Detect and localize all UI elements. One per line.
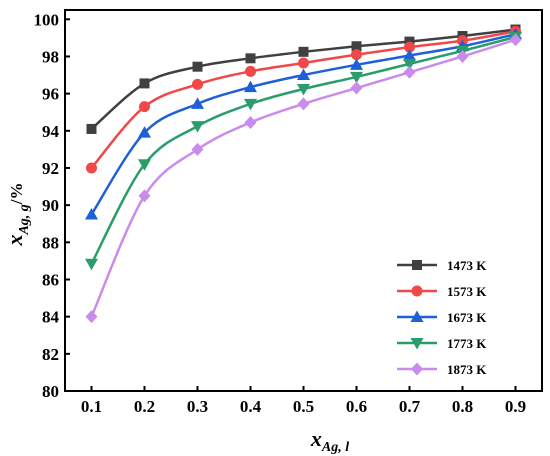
data-point (192, 61, 203, 72)
y-tick-label: 96 (42, 85, 59, 104)
x-axis-title-main: x (310, 426, 322, 451)
y-tick-label: 82 (42, 345, 59, 364)
legend-label: 1773 K (447, 336, 487, 351)
series-1873-k (85, 33, 522, 324)
data-point (404, 41, 415, 53)
data-point (244, 98, 257, 111)
data-point (403, 58, 416, 71)
data-point (192, 78, 203, 90)
x-tick-label: 0.3 (187, 397, 208, 416)
data-point (139, 78, 150, 89)
legend-label: 1873 K (447, 362, 487, 377)
y-tick-label: 92 (42, 159, 59, 178)
data-point (85, 258, 98, 271)
y-tick-label: 88 (42, 233, 59, 252)
x-tick-label: 0.2 (134, 397, 155, 416)
y-tick-label: 94 (42, 122, 60, 141)
data-point (297, 83, 310, 96)
legend-marker (410, 310, 424, 322)
data-point (138, 189, 151, 203)
data-point (403, 65, 416, 79)
data-point (245, 53, 256, 64)
x-tick-label: 0.7 (399, 397, 421, 416)
series-1573-k (86, 25, 521, 174)
legend-label: 1673 K (447, 310, 487, 325)
data-point (86, 123, 97, 134)
data-point (350, 71, 363, 84)
data-point (403, 49, 416, 61)
legend-marker (411, 285, 423, 297)
data-point (85, 207, 98, 220)
data-point (86, 162, 97, 174)
legend-marker (410, 338, 424, 350)
data-point (297, 97, 310, 111)
data-point (456, 49, 469, 63)
y-axis-title-sub: Ag, g (17, 204, 32, 235)
data-point (244, 115, 257, 129)
data-point (191, 121, 204, 133)
y-axis-title-unit: /% (7, 182, 26, 205)
data-point (351, 41, 362, 52)
data-point (509, 33, 522, 47)
data-point (298, 46, 309, 57)
y-tick-label: 90 (42, 196, 59, 215)
data-point (297, 68, 310, 81)
data-point (138, 126, 151, 138)
legend: 1473 K 1573 K 1673 K 1773 K 1873 K (397, 258, 487, 377)
x-axis-title-sub: Ag, l (321, 440, 349, 455)
data-point (191, 142, 204, 156)
x-tick-label: 0.8 (452, 397, 473, 416)
y-axis-title-main: x (2, 235, 27, 247)
y-tick-label: 98 (42, 47, 59, 66)
x-tick-label: 0.9 (505, 397, 526, 416)
data-point (351, 49, 362, 61)
data-point (404, 36, 415, 47)
data-point (298, 57, 309, 69)
y-axis-title: xAg, g/% (2, 182, 32, 246)
x-tick-label: 0.1 (81, 397, 102, 416)
y-tick-label: 84 (42, 308, 60, 327)
y-tick-label: 80 (42, 382, 59, 401)
y-tick-label: 100 (34, 10, 60, 29)
legend-marker (411, 362, 423, 376)
data-point (139, 101, 150, 113)
data-point (245, 65, 256, 77)
legend-marker (412, 260, 422, 270)
legend-label: 1473 K (447, 258, 487, 273)
data-point (85, 310, 98, 324)
data-point (191, 97, 204, 109)
data-point (244, 80, 257, 93)
x-tick-label: 0.6 (346, 397, 367, 416)
data-point (350, 58, 363, 70)
x-axis-title: xAg, l (310, 426, 349, 455)
data-point (350, 81, 363, 95)
x-tick-label: 0.4 (240, 397, 262, 416)
data-point (138, 159, 151, 171)
x-tick-label: 0.5 (293, 397, 314, 416)
series-line (90, 38, 516, 318)
legend-label: 1573 K (447, 284, 487, 299)
y-tick-label: 86 (42, 270, 59, 289)
